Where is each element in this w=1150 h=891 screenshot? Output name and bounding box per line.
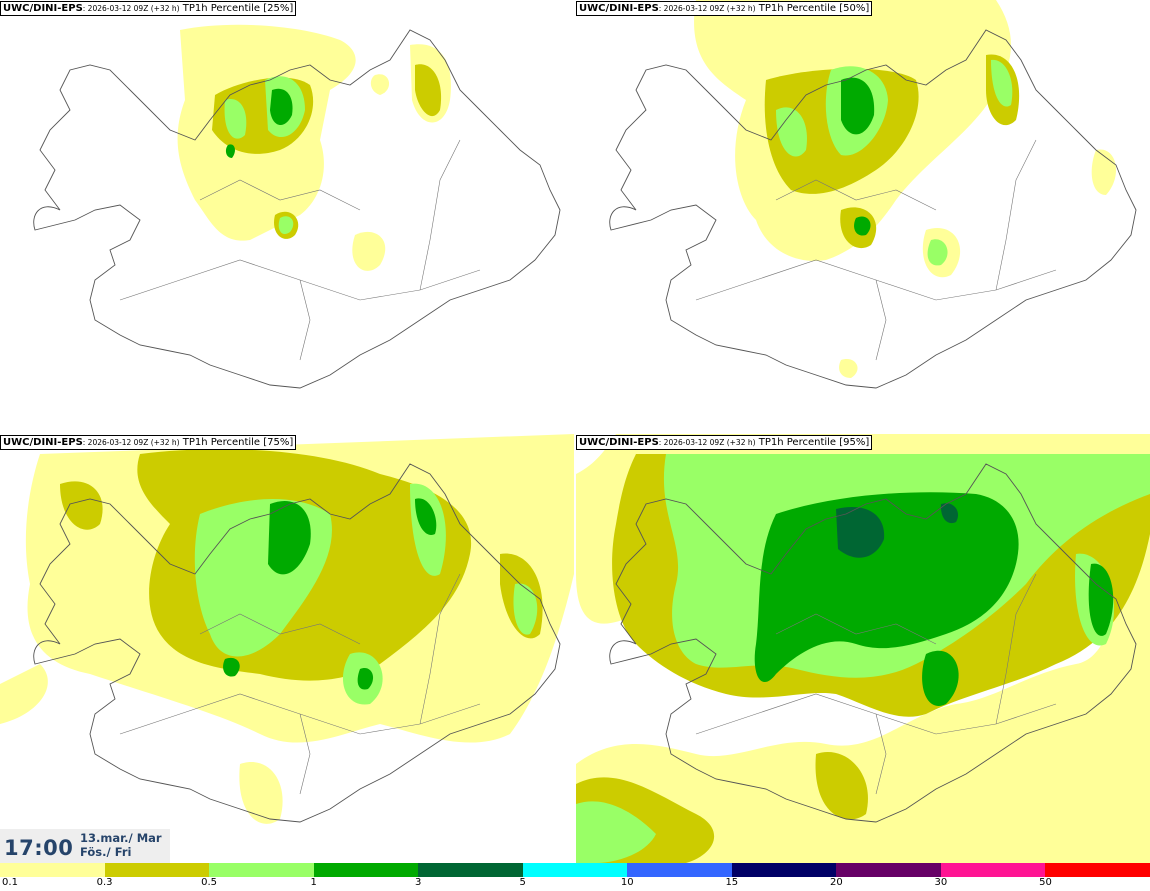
precip-level-0.5 — [991, 59, 1013, 107]
precip-level-0.5 — [224, 99, 247, 139]
precip-map — [609, 0, 1137, 389]
valid-date-line2: Fös./ Fri — [80, 845, 132, 859]
precip-map — [576, 434, 1150, 863]
legend-swatch — [836, 863, 941, 877]
legend-label: 0.3 — [96, 877, 113, 888]
legend-swatch — [1045, 863, 1150, 877]
precip-level-3 — [836, 507, 885, 558]
precip-level-1 — [1088, 563, 1114, 636]
inland-roads — [695, 139, 1057, 361]
precip-field — [0, 434, 574, 824]
precip-level-0.5 — [927, 239, 948, 266]
precip-map — [33, 24, 561, 389]
precip-level-1 — [415, 498, 437, 535]
legend-label: 0.5 — [201, 877, 218, 888]
panel-title: UWC/DINI-EPS: 2026-03-12 09Z (+32 h) TP1… — [0, 1, 297, 16]
precip-level-0.5 — [278, 216, 294, 235]
precip-field — [694, 0, 1117, 378]
legend-swatch — [418, 863, 523, 877]
legend-label: 5 — [519, 877, 526, 888]
precip-level-1 — [841, 77, 875, 135]
precip-level-1 — [270, 88, 293, 126]
legend-label: 3 — [414, 877, 422, 888]
precip-level-0.3 — [415, 64, 442, 117]
legend-label: 1 — [310, 877, 317, 888]
legend-label: 10 — [620, 877, 634, 888]
valid-time: 17:00 — [4, 836, 74, 860]
map-panel-p50: UWC/DINI-EPS: 2026-03-12 09Z (+32 h) TP1… — [576, 0, 1150, 432]
precip-level-1 — [223, 657, 240, 677]
precip-level-1 — [922, 650, 959, 706]
panel-title: UWC/DINI-EPS: 2026-03-12 09Z (+32 h) TP1… — [576, 435, 873, 450]
precip-level-3 — [940, 503, 959, 524]
color-legend-bar — [0, 863, 1150, 877]
precip-field — [177, 24, 451, 271]
precip-level-0.1 — [370, 74, 390, 95]
legend-label: 20 — [829, 877, 843, 888]
legend-swatch — [104, 863, 210, 877]
color-legend-labels: 0.1 0.3 0.5 1 3 5 10 15 20 30 50 — [0, 877, 1150, 891]
panel-title: UWC/DINI-EPS: 2026-03-12 09Z (+32 h) TP1… — [0, 435, 297, 450]
iceland-coastline — [33, 463, 561, 823]
legend-swatch — [731, 863, 837, 877]
legend-swatch — [940, 863, 1046, 877]
precip-map — [0, 434, 574, 824]
iceland-coastline — [33, 29, 561, 389]
legend-swatch — [313, 863, 419, 877]
legend-label: 15 — [725, 877, 739, 888]
precip-level-1 — [268, 500, 311, 575]
legend-swatch — [209, 863, 314, 877]
legend-label: 0.1 — [2, 877, 18, 888]
inland-roads — [119, 573, 481, 795]
precip-level-1 — [854, 216, 871, 236]
map-panel-p95: UWC/DINI-EPS: 2026-03-12 09Z (+32 h) TP1… — [576, 434, 1150, 863]
iceland-coastline — [609, 29, 1137, 389]
precip-level-0.1 — [239, 762, 283, 824]
precip-level-1 — [357, 668, 374, 690]
legend-label: 30 — [934, 877, 948, 888]
legend-swatch — [0, 863, 105, 877]
valid-date: 13.mar./ Mar Fös./ Fri — [80, 831, 162, 859]
precip-level-0.1 — [352, 231, 386, 271]
legend-swatch — [522, 863, 628, 877]
precip-level-0.1 — [0, 664, 48, 724]
inland-roads — [119, 139, 481, 361]
inland-roads — [695, 573, 1057, 795]
map-panel-p75: UWC/DINI-EPS: 2026-03-12 09Z (+32 h) TP1… — [0, 434, 574, 863]
precip-level-1 — [754, 492, 1019, 683]
precip-level-0.3 — [815, 752, 868, 820]
precip-level-1 — [225, 144, 235, 158]
valid-time-box: 17:00 13.mar./ Mar Fös./ Fri — [0, 829, 170, 863]
precip-level-0.5 — [776, 107, 807, 157]
iceland-coastline — [609, 463, 1137, 823]
map-panel-p25: UWC/DINI-EPS: 2026-03-12 09Z (+32 h) TP1… — [0, 0, 574, 432]
precip-level-0.3 — [60, 481, 103, 530]
precip-level-0.5 — [513, 583, 538, 635]
precip-level-0.5 — [576, 801, 656, 863]
precip-level-0.1 — [839, 359, 858, 378]
legend-label: 50 — [1039, 877, 1052, 888]
panel-title: UWC/DINI-EPS: 2026-03-12 09Z (+32 h) TP1… — [576, 1, 873, 16]
legend-swatch — [627, 863, 732, 877]
valid-date-line1: 13.mar./ Mar — [80, 831, 162, 845]
